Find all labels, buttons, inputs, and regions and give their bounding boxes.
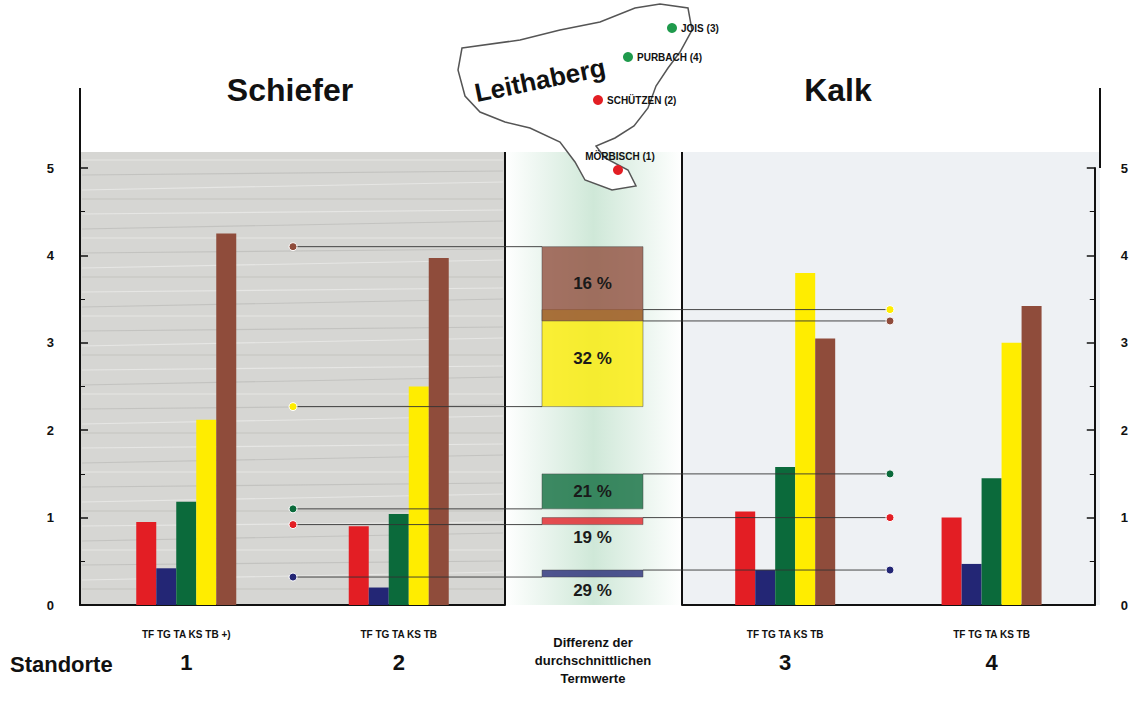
svg-text:21 %: 21 %	[573, 482, 612, 501]
svg-text:4: 4	[985, 650, 998, 675]
svg-text:Differenz der: Differenz der	[553, 635, 632, 650]
svg-text:Kalk: Kalk	[804, 72, 872, 108]
svg-text:16 %: 16 %	[573, 274, 612, 293]
svg-text:Schiefer: Schiefer	[227, 72, 353, 108]
svg-text:SCHÜTZEN (2): SCHÜTZEN (2)	[607, 94, 676, 106]
svg-text:1: 1	[180, 650, 192, 675]
svg-text:Leithaberg: Leithaberg	[472, 52, 608, 108]
svg-text:1: 1	[1121, 510, 1128, 525]
svg-text:1: 1	[47, 510, 54, 525]
svg-text:3: 3	[779, 650, 791, 675]
svg-text:5: 5	[47, 161, 54, 176]
svg-text:JOIS (3): JOIS (3)	[681, 23, 719, 34]
svg-text:4: 4	[1121, 248, 1129, 263]
svg-text:TF TG TA KS TB: TF TG TA KS TB	[360, 629, 437, 640]
svg-text:3: 3	[1121, 335, 1128, 350]
svg-text:TF TG TA KS TB: TF TG TA KS TB	[953, 629, 1030, 640]
svg-text:3: 3	[47, 335, 54, 350]
svg-text:5: 5	[1121, 161, 1128, 176]
svg-text:2: 2	[393, 650, 405, 675]
svg-text:19 %: 19 %	[573, 528, 612, 547]
svg-text:TF TG TA KS TB +): TF TG TA KS TB +)	[142, 629, 231, 640]
svg-text:2: 2	[1121, 423, 1128, 438]
svg-text:29 %: 29 %	[573, 581, 612, 600]
svg-text:Standorte: Standorte	[10, 652, 113, 677]
svg-text:PURBACH (4): PURBACH (4)	[637, 52, 702, 63]
svg-text:2: 2	[47, 423, 54, 438]
svg-text:4: 4	[47, 248, 55, 263]
svg-text:TF TG TA KS TB: TF TG TA KS TB	[747, 629, 824, 640]
svg-text:32 %: 32 %	[573, 349, 612, 368]
svg-text:0: 0	[1121, 598, 1128, 613]
svg-text:durchschnittlichen: durchschnittlichen	[535, 653, 651, 668]
svg-text:MÖRBISCH (1): MÖRBISCH (1)	[585, 150, 654, 162]
svg-text:Termwerte: Termwerte	[561, 671, 626, 686]
svg-text:0: 0	[47, 598, 54, 613]
